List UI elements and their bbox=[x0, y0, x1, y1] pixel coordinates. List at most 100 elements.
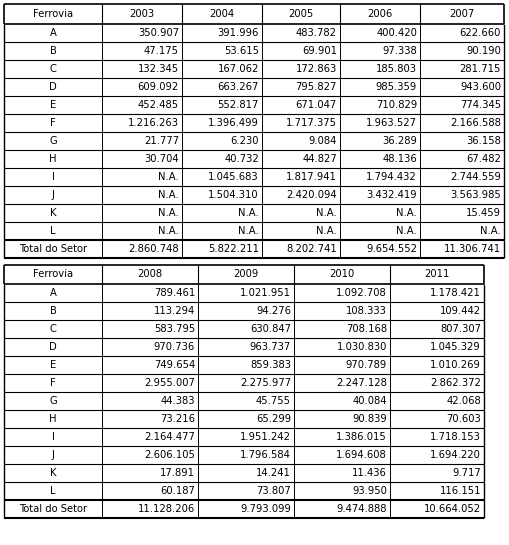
Text: 3.432.419: 3.432.419 bbox=[366, 190, 417, 199]
Text: 970.736: 970.736 bbox=[154, 342, 195, 352]
Text: 630.847: 630.847 bbox=[250, 324, 291, 334]
Text: 1.092.708: 1.092.708 bbox=[336, 288, 387, 298]
Text: 36.158: 36.158 bbox=[466, 136, 501, 146]
Text: 710.829: 710.829 bbox=[376, 100, 417, 110]
Text: C: C bbox=[49, 324, 56, 334]
Text: 40.732: 40.732 bbox=[224, 154, 259, 164]
Text: Total do Setor: Total do Setor bbox=[19, 244, 87, 253]
Text: 1.045.683: 1.045.683 bbox=[208, 172, 259, 181]
Text: 663.267: 663.267 bbox=[218, 82, 259, 92]
Text: K: K bbox=[50, 208, 56, 217]
Text: 1.717.375: 1.717.375 bbox=[286, 118, 337, 128]
Text: 9.717: 9.717 bbox=[453, 468, 481, 478]
Text: 17.891: 17.891 bbox=[160, 468, 195, 478]
Text: 2.164.477: 2.164.477 bbox=[144, 432, 195, 442]
Text: 1.504.310: 1.504.310 bbox=[208, 190, 259, 199]
Text: 2005: 2005 bbox=[289, 9, 314, 19]
Text: 109.442: 109.442 bbox=[440, 306, 481, 316]
Text: L: L bbox=[50, 226, 56, 235]
Text: 483.782: 483.782 bbox=[296, 27, 337, 38]
Text: 73.216: 73.216 bbox=[160, 414, 195, 424]
Text: 943.600: 943.600 bbox=[460, 82, 501, 92]
Text: 10.664.052: 10.664.052 bbox=[424, 504, 481, 514]
Text: 42.068: 42.068 bbox=[446, 396, 481, 406]
Text: 1.817.941: 1.817.941 bbox=[286, 172, 337, 181]
Text: 2006: 2006 bbox=[367, 9, 392, 19]
Text: L: L bbox=[50, 486, 56, 496]
Text: 30.704: 30.704 bbox=[145, 154, 179, 164]
Text: 2009: 2009 bbox=[233, 269, 259, 279]
Text: I: I bbox=[51, 172, 54, 181]
Text: N.A.: N.A. bbox=[316, 208, 337, 217]
Text: 90.839: 90.839 bbox=[352, 414, 387, 424]
Text: 97.338: 97.338 bbox=[382, 45, 417, 56]
Text: A: A bbox=[49, 27, 56, 38]
Text: 94.276: 94.276 bbox=[256, 306, 291, 316]
Text: 1.386.015: 1.386.015 bbox=[336, 432, 387, 442]
Text: 789.461: 789.461 bbox=[154, 288, 195, 298]
Text: D: D bbox=[49, 342, 57, 352]
Text: 2003: 2003 bbox=[129, 9, 155, 19]
Text: 9.654.552: 9.654.552 bbox=[366, 244, 417, 253]
Text: N.A.: N.A. bbox=[158, 190, 179, 199]
Text: 1.010.269: 1.010.269 bbox=[430, 360, 481, 370]
Text: D: D bbox=[49, 82, 57, 92]
Text: 985.359: 985.359 bbox=[376, 82, 417, 92]
Text: 53.615: 53.615 bbox=[224, 45, 259, 56]
Text: N.A.: N.A. bbox=[158, 226, 179, 235]
Text: 1.396.499: 1.396.499 bbox=[208, 118, 259, 128]
Text: 40.084: 40.084 bbox=[353, 396, 387, 406]
Text: N.A.: N.A. bbox=[396, 208, 417, 217]
Text: 69.901: 69.901 bbox=[302, 45, 337, 56]
Text: 2.275.977: 2.275.977 bbox=[240, 378, 291, 388]
Text: 1.030.830: 1.030.830 bbox=[336, 342, 387, 352]
Text: E: E bbox=[50, 360, 56, 370]
Text: 1.796.584: 1.796.584 bbox=[240, 450, 291, 460]
Text: 2.862.372: 2.862.372 bbox=[430, 378, 481, 388]
Text: N.A.: N.A. bbox=[158, 208, 179, 217]
Text: 1.694.608: 1.694.608 bbox=[336, 450, 387, 460]
Text: 1.963.527: 1.963.527 bbox=[366, 118, 417, 128]
Text: 2.166.588: 2.166.588 bbox=[450, 118, 501, 128]
Text: 2.247.128: 2.247.128 bbox=[336, 378, 387, 388]
Text: 452.485: 452.485 bbox=[138, 100, 179, 110]
Text: 9.084: 9.084 bbox=[308, 136, 337, 146]
Text: 1.045.329: 1.045.329 bbox=[430, 342, 481, 352]
Text: 859.383: 859.383 bbox=[250, 360, 291, 370]
Text: F: F bbox=[50, 378, 56, 388]
Text: 1.216.263: 1.216.263 bbox=[128, 118, 179, 128]
Text: N.A.: N.A. bbox=[480, 226, 501, 235]
Text: 11.306.741: 11.306.741 bbox=[444, 244, 501, 253]
Text: Ferrovia: Ferrovia bbox=[33, 269, 73, 279]
Text: N.A.: N.A. bbox=[158, 172, 179, 181]
Text: 963.737: 963.737 bbox=[250, 342, 291, 352]
Text: 807.307: 807.307 bbox=[440, 324, 481, 334]
Text: 73.807: 73.807 bbox=[256, 486, 291, 496]
Text: K: K bbox=[50, 468, 56, 478]
Text: 44.827: 44.827 bbox=[302, 154, 337, 164]
Text: 47.175: 47.175 bbox=[144, 45, 179, 56]
Text: 36.289: 36.289 bbox=[382, 136, 417, 146]
Text: 1.021.951: 1.021.951 bbox=[240, 288, 291, 298]
Text: N.A.: N.A. bbox=[238, 208, 259, 217]
Text: 8.202.741: 8.202.741 bbox=[286, 244, 337, 253]
Text: 795.827: 795.827 bbox=[296, 82, 337, 92]
Text: 9.793.099: 9.793.099 bbox=[240, 504, 291, 514]
Text: 2.860.748: 2.860.748 bbox=[128, 244, 179, 253]
Text: 11.128.206: 11.128.206 bbox=[138, 504, 195, 514]
Text: 65.299: 65.299 bbox=[256, 414, 291, 424]
Text: 11.436: 11.436 bbox=[352, 468, 387, 478]
Text: 21.777: 21.777 bbox=[144, 136, 179, 146]
Text: 108.333: 108.333 bbox=[346, 306, 387, 316]
Text: 70.603: 70.603 bbox=[446, 414, 481, 424]
Text: 167.062: 167.062 bbox=[218, 64, 259, 74]
Text: 970.789: 970.789 bbox=[346, 360, 387, 370]
Text: H: H bbox=[49, 154, 56, 164]
Text: 1.694.220: 1.694.220 bbox=[430, 450, 481, 460]
Text: Total do Setor: Total do Setor bbox=[19, 504, 87, 514]
Text: 2010: 2010 bbox=[329, 269, 355, 279]
Text: C: C bbox=[49, 64, 56, 74]
Text: 3.563.985: 3.563.985 bbox=[450, 190, 501, 199]
Text: 2.606.105: 2.606.105 bbox=[144, 450, 195, 460]
Text: 44.383: 44.383 bbox=[160, 396, 195, 406]
